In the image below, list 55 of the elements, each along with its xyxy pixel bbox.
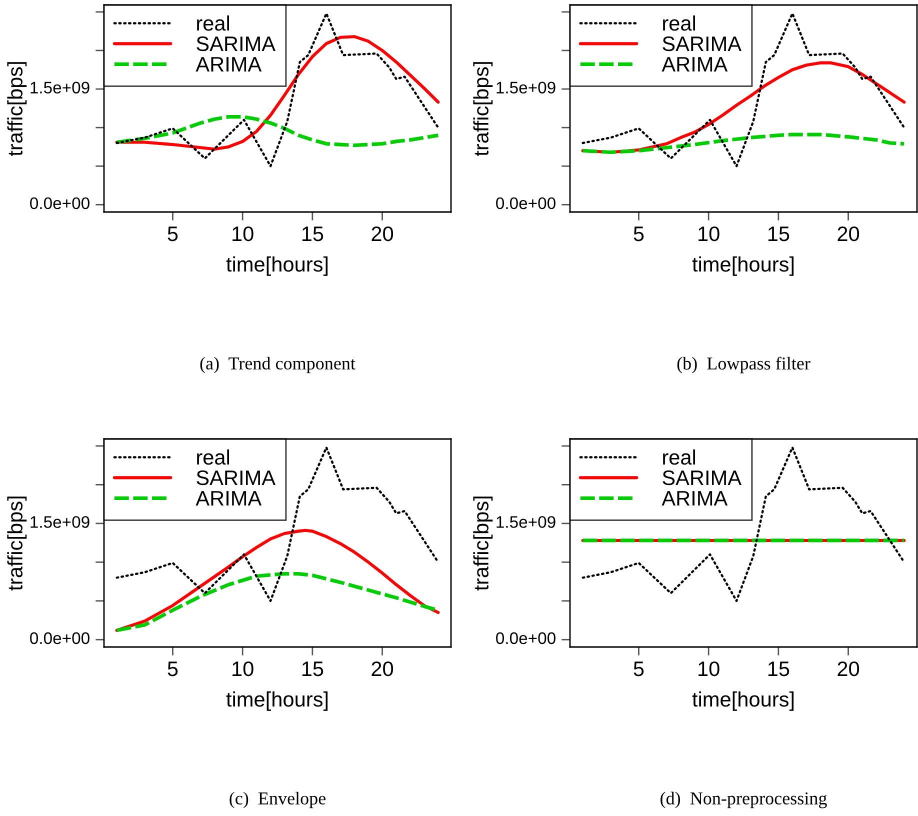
y-tick-label: 1.5e+09 — [496, 516, 556, 528]
x-tick-label: 5 — [168, 226, 178, 242]
y-tick-label: 1.5e+09 — [496, 82, 556, 94]
x-axis-title: time[hours] — [226, 691, 328, 711]
line-series — [115, 114, 440, 148]
legend-label: ARIMA — [662, 57, 728, 72]
y-tick-label: 0.0e+00 — [496, 197, 556, 210]
text: (d) Non-preprocessing — [660, 792, 827, 808]
legend-label: ARIMA — [196, 57, 262, 72]
text: (c) Envelope — [230, 792, 326, 808]
x-tick-label: 15 — [768, 226, 790, 242]
legend-label: ARIMA — [196, 491, 262, 506]
x-tick-label: 20 — [838, 226, 860, 242]
y-tick-label: 1.5e+09 — [30, 82, 90, 94]
text: (b) Lowpass filter — [677, 356, 810, 374]
legend-label: SARIMA — [196, 36, 276, 52]
line-series — [116, 446, 440, 602]
legend-label: real — [663, 449, 696, 465]
x-tick-label: 5 — [634, 226, 644, 242]
y-axis-title: traffic[bps] — [7, 62, 27, 156]
x-tick-label: 10 — [698, 661, 720, 676]
legend-label: real — [663, 15, 696, 31]
line-series — [116, 12, 440, 168]
x-tick-label: 15 — [768, 662, 790, 676]
x-axis-title: time[hours] — [692, 256, 794, 276]
y-tick-label: 0.0e+00 — [30, 632, 90, 644]
x-tick-label: 20 — [372, 226, 394, 242]
x-tick-label: 5 — [634, 662, 644, 676]
legend-label: SARIMA — [196, 470, 276, 486]
y-axis-title: traffic[bps] — [473, 62, 493, 156]
x-axis-title: time[hours] — [692, 691, 794, 711]
x-tick-label: 10 — [232, 661, 254, 676]
y-axis-title: traffic[bps] — [7, 496, 27, 591]
text: (a) Trend component — [200, 356, 356, 374]
legend-label: SARIMA — [662, 470, 742, 486]
x-tick-label: 15 — [302, 226, 324, 242]
y-tick-label: 0.0e+00 — [496, 632, 556, 644]
y-tick-label: 0.0e+00 — [30, 197, 90, 210]
x-tick-label: 5 — [168, 662, 178, 676]
line-series — [582, 446, 906, 602]
legend-label: ARIMA — [662, 491, 728, 506]
y-axis-title: traffic[bps] — [473, 496, 493, 591]
line-series — [115, 35, 440, 151]
x-tick-label: 20 — [372, 661, 394, 676]
x-tick-label: 15 — [302, 662, 324, 676]
legend-label: real — [197, 15, 230, 31]
line-series — [582, 12, 906, 168]
x-tick-label: 10 — [698, 226, 720, 242]
legend-label: SARIMA — [662, 36, 742, 52]
x-tick-label: 20 — [838, 661, 860, 676]
x-tick-label: 10 — [232, 226, 254, 242]
x-axis-title: time[hours] — [226, 256, 328, 276]
line-series — [581, 132, 906, 154]
legend-label: real — [197, 449, 230, 465]
y-tick-label: 1.5e+09 — [30, 516, 90, 528]
